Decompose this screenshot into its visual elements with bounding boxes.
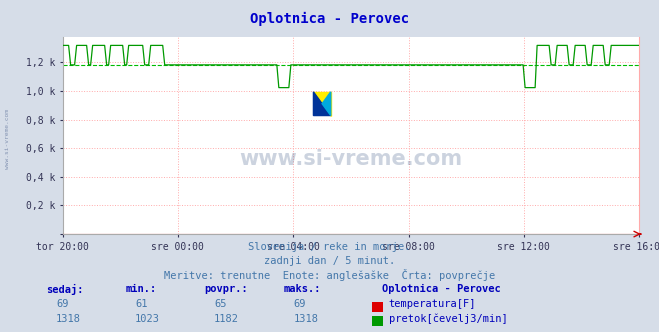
Polygon shape bbox=[314, 92, 331, 116]
Text: 69: 69 bbox=[56, 299, 69, 309]
Text: www.si-vreme.com: www.si-vreme.com bbox=[239, 149, 463, 169]
Polygon shape bbox=[322, 92, 331, 116]
Text: 1318: 1318 bbox=[56, 314, 81, 324]
Text: 1023: 1023 bbox=[135, 314, 160, 324]
Text: Slovenija / reke in morje.: Slovenija / reke in morje. bbox=[248, 242, 411, 252]
Text: www.si-vreme.com: www.si-vreme.com bbox=[5, 110, 11, 169]
Text: Oplotnica - Perovec: Oplotnica - Perovec bbox=[250, 12, 409, 26]
Text: sedaj:: sedaj: bbox=[46, 284, 84, 295]
Text: 61: 61 bbox=[135, 299, 148, 309]
Text: zadnji dan / 5 minut.: zadnji dan / 5 minut. bbox=[264, 256, 395, 266]
Text: min.:: min.: bbox=[125, 284, 156, 294]
Text: Meritve: trenutne  Enote: anglešaške  Črta: povprečje: Meritve: trenutne Enote: anglešaške Črta… bbox=[164, 269, 495, 281]
Polygon shape bbox=[314, 92, 331, 116]
Text: 69: 69 bbox=[293, 299, 306, 309]
Text: pretok[čevelj3/min]: pretok[čevelj3/min] bbox=[389, 314, 507, 324]
Text: Oplotnica - Perovec: Oplotnica - Perovec bbox=[382, 284, 501, 294]
Text: maks.:: maks.: bbox=[283, 284, 321, 294]
Text: 1182: 1182 bbox=[214, 314, 239, 324]
Text: temperatura[F]: temperatura[F] bbox=[389, 299, 476, 309]
Text: povpr.:: povpr.: bbox=[204, 284, 248, 294]
Text: 1318: 1318 bbox=[293, 314, 318, 324]
Text: 65: 65 bbox=[214, 299, 227, 309]
